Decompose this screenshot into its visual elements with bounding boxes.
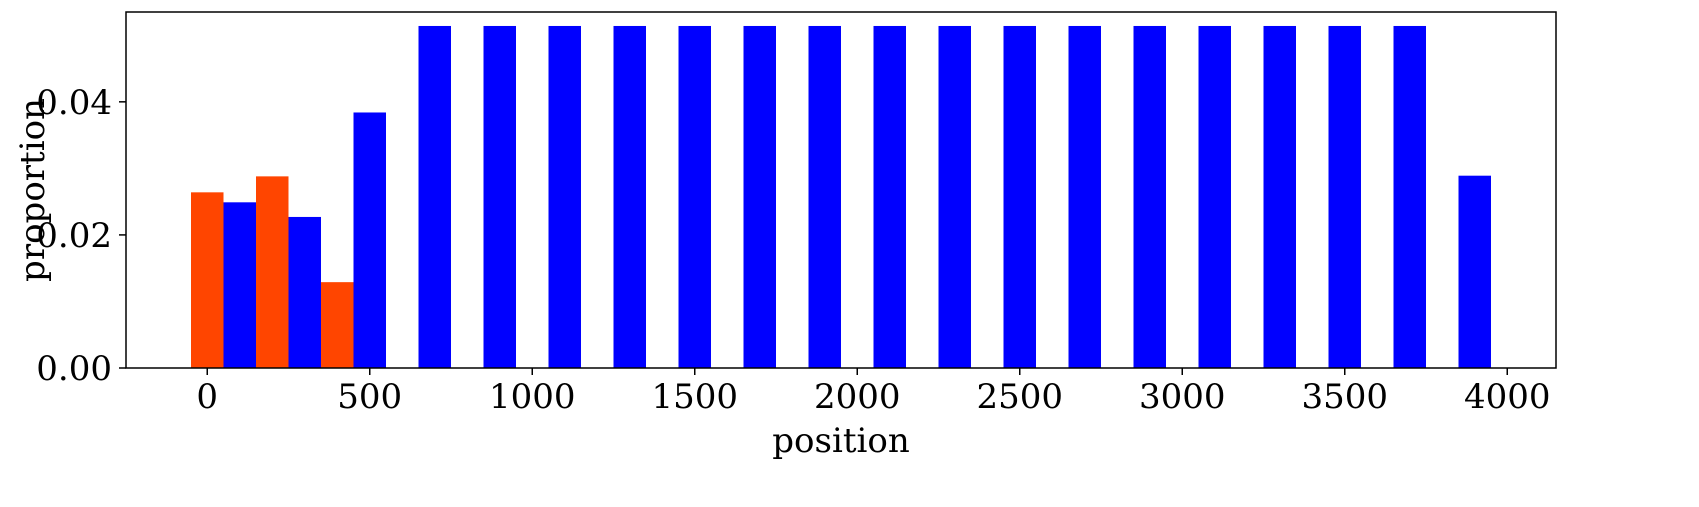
bar [321,282,354,368]
x-tick-label: 2500 [976,377,1063,417]
x-tick-label: 3000 [1139,377,1226,417]
bar [938,25,971,369]
bar [191,192,224,368]
bar [1458,175,1491,368]
bar [1393,25,1426,369]
bar [1263,25,1296,369]
bar [873,25,906,369]
x-tick-label: 1500 [651,377,738,417]
y-axis-label: proportion [13,98,53,282]
x-tick-label: 0 [196,377,218,417]
bar [548,25,581,369]
bars-layer [191,25,1491,369]
bar [1003,25,1036,369]
x-tick-label: 4000 [1464,377,1551,417]
x-tick-label: 2000 [814,377,901,417]
y-tick-label: 0.02 [36,216,112,256]
bar [1328,25,1361,369]
bar [808,25,841,369]
bar [223,202,256,368]
y-tick-label: 0.00 [36,349,112,389]
bar [256,176,289,368]
bar [1068,25,1101,369]
plot-frame [125,11,1557,369]
bar [483,25,516,369]
bar [1198,25,1231,369]
y-tick-label: 0.04 [36,83,112,123]
bar [1133,25,1166,369]
x-axis-ticks: 0 500 1000 1500 2000 2500 3000 3500 4000 [196,368,1551,417]
bar [288,216,321,368]
bar [743,25,776,369]
bar [353,112,386,368]
x-axis-label: position [772,421,909,461]
bar [678,25,711,369]
x-tick-label: 500 [337,377,402,417]
y-axis-ticks: 0.00 0.02 0.04 [36,83,126,389]
bar [613,25,646,369]
x-tick-label: 1000 [489,377,576,417]
x-tick-label: 3500 [1301,377,1388,417]
bar [418,25,451,369]
